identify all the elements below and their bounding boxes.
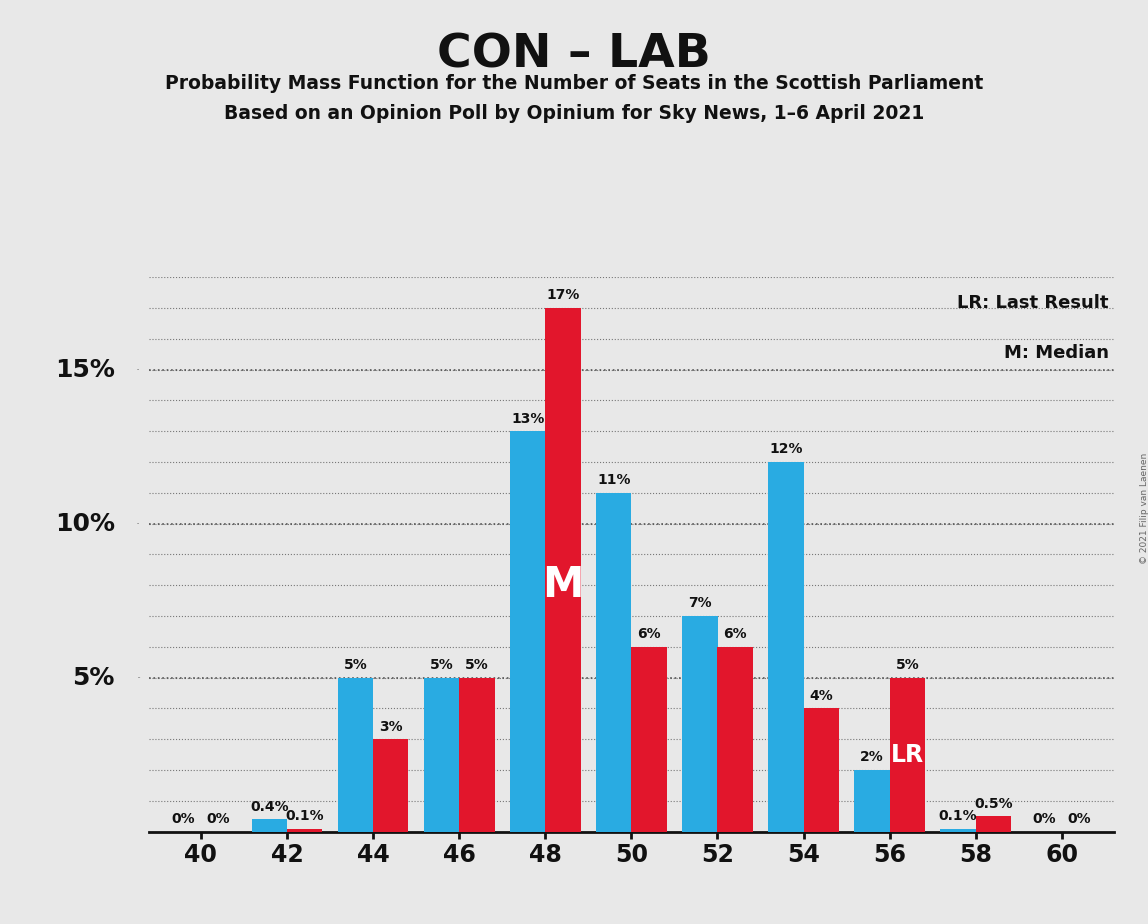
Text: 0.1%: 0.1% [939,809,977,823]
Bar [338,677,373,832]
Bar [854,770,890,832]
Text: 6%: 6% [723,627,747,641]
Bar [718,647,753,832]
Text: 11%: 11% [597,473,630,487]
Text: © 2021 Filip van Laenen: © 2021 Filip van Laenen [1140,453,1148,564]
Text: M: M [542,565,583,606]
Bar [510,432,545,832]
Bar [287,829,323,832]
Text: LR: LR [891,743,924,767]
Text: 0%: 0% [1068,812,1092,826]
Bar [596,492,631,832]
Text: 0%: 0% [1032,812,1056,826]
Text: 2%: 2% [860,750,884,764]
Text: 3%: 3% [379,720,403,734]
Bar [804,709,839,832]
Text: 5%: 5% [343,658,367,672]
Text: 13%: 13% [511,412,544,426]
Bar [976,816,1011,832]
Bar [373,739,409,832]
Text: 4%: 4% [809,689,833,703]
Bar [545,308,581,832]
Text: 0%: 0% [207,812,231,826]
Text: M: Median: M: Median [1003,344,1109,361]
Text: Based on an Opinion Poll by Opinium for Sky News, 1–6 April 2021: Based on an Opinion Poll by Opinium for … [224,104,924,124]
Text: 5%: 5% [72,665,115,689]
Text: 0.1%: 0.1% [286,809,324,823]
Bar [682,616,718,832]
Bar [424,677,459,832]
Text: 6%: 6% [637,627,661,641]
Text: 10%: 10% [55,512,115,536]
Text: 0%: 0% [171,812,195,826]
Text: LR: Last Result: LR: Last Result [957,294,1109,311]
Bar [251,820,287,832]
Bar [631,647,667,832]
Text: 7%: 7% [688,597,712,611]
Bar [890,677,925,832]
Text: 5%: 5% [895,658,920,672]
Text: 5%: 5% [429,658,453,672]
Text: Probability Mass Function for the Number of Seats in the Scottish Parliament: Probability Mass Function for the Number… [165,74,983,93]
Text: 0.4%: 0.4% [250,800,288,814]
Text: 5%: 5% [465,658,489,672]
Text: 0.5%: 0.5% [975,796,1013,810]
Bar [940,829,976,832]
Text: 12%: 12% [769,443,802,456]
Bar [768,462,804,832]
Text: CON – LAB: CON – LAB [437,32,711,78]
Text: 17%: 17% [546,288,580,302]
Bar [459,677,495,832]
Text: 15%: 15% [55,358,115,382]
